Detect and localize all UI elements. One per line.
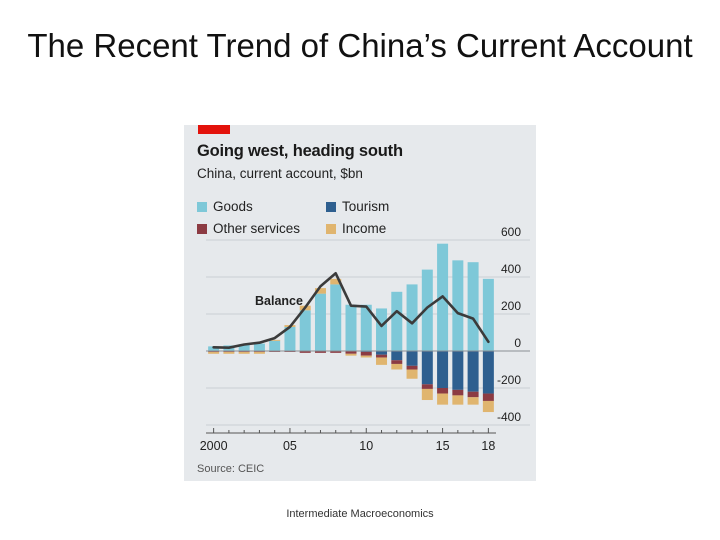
legend-tourism: Tourism bbox=[326, 199, 389, 214]
bar-income bbox=[406, 369, 418, 379]
bar-income bbox=[345, 353, 357, 356]
chart-source: Source: CEIC bbox=[197, 463, 265, 475]
bar-other-services bbox=[406, 365, 418, 370]
legend-income-swatch bbox=[326, 223, 336, 234]
bar-goods bbox=[253, 343, 265, 351]
balance-label: Balance bbox=[255, 294, 303, 308]
y-tick-label: 600 bbox=[501, 225, 521, 239]
legend-other-services-label: Other services bbox=[213, 221, 301, 236]
bar-other-services bbox=[482, 393, 494, 401]
bar-tourism bbox=[421, 351, 433, 385]
bar-income bbox=[223, 351, 235, 354]
balance-line bbox=[212, 272, 490, 349]
legend-other-services-swatch bbox=[197, 223, 207, 234]
bar-tourism bbox=[452, 351, 464, 390]
bar-other-services bbox=[330, 351, 342, 353]
y-tick-label: 200 bbox=[501, 299, 521, 313]
bar-income bbox=[452, 395, 464, 405]
bar-other-services bbox=[467, 391, 479, 398]
bar-income bbox=[482, 400, 494, 413]
chart-subtitle: China, current account, $bn bbox=[197, 166, 363, 181]
legend-goods-label: Goods bbox=[213, 199, 253, 214]
bar-goods bbox=[376, 308, 388, 351]
legend-tourism-label: Tourism bbox=[342, 199, 390, 214]
bar-other-services bbox=[299, 351, 311, 353]
x-tick-label: 18 bbox=[481, 439, 495, 453]
bar-goods bbox=[238, 344, 250, 351]
bar-income bbox=[269, 339, 281, 341]
bar-other-services bbox=[391, 360, 403, 364]
bar-other-services bbox=[437, 388, 449, 394]
legend-income: Income bbox=[326, 221, 386, 236]
y-tick-label: -200 bbox=[497, 373, 521, 387]
bar-goods bbox=[299, 310, 311, 351]
brand-tag bbox=[198, 125, 230, 134]
bar-goods bbox=[345, 304, 357, 351]
bar-goods bbox=[421, 269, 433, 351]
bar-other-services bbox=[314, 351, 326, 353]
bar-other-services bbox=[345, 351, 357, 354]
bar-tourism bbox=[391, 351, 403, 361]
bar-income bbox=[421, 388, 433, 401]
bar-income bbox=[437, 393, 449, 405]
bar-income bbox=[391, 363, 403, 370]
legend-income-label: Income bbox=[342, 221, 387, 236]
bar-goods bbox=[452, 260, 464, 351]
bar-other-services bbox=[452, 389, 464, 396]
chart-figure: Going west, heading south China, current… bbox=[184, 125, 536, 481]
bar-income bbox=[330, 278, 342, 285]
legend-goods-swatch bbox=[197, 201, 207, 212]
bar-goods bbox=[391, 291, 403, 351]
slide-title: The Recent Trend of China’s Current Acco… bbox=[27, 27, 693, 64]
bar-goods bbox=[482, 278, 494, 351]
bar-other-services bbox=[421, 384, 433, 389]
legend-tourism-swatch bbox=[326, 201, 336, 212]
bar-tourism bbox=[376, 351, 388, 355]
bar-tourism bbox=[437, 351, 449, 388]
bar-tourism bbox=[482, 351, 494, 394]
bar-tourism bbox=[406, 351, 418, 366]
bar-goods bbox=[360, 304, 372, 351]
bar-goods bbox=[330, 284, 342, 351]
legend-other-services: Other services bbox=[197, 221, 300, 236]
bar-goods bbox=[284, 326, 296, 351]
bar-income bbox=[467, 397, 479, 405]
x-tick-label: 2000 bbox=[200, 439, 228, 453]
bar-goods bbox=[467, 262, 479, 351]
bar-other-services bbox=[360, 351, 372, 356]
bar-income bbox=[376, 357, 388, 365]
y-tick-label: -400 bbox=[497, 410, 521, 424]
bar-income bbox=[253, 351, 265, 354]
bar-income bbox=[314, 288, 326, 294]
y-tick-label: 400 bbox=[501, 262, 521, 276]
bar-other-services bbox=[376, 354, 388, 358]
bar-goods bbox=[269, 340, 281, 351]
bar-goods bbox=[208, 346, 220, 351]
bar-income bbox=[238, 351, 250, 354]
slide-footer: Intermediate Macroeconomics bbox=[286, 508, 434, 520]
x-tick-label: 10 bbox=[359, 439, 373, 453]
bar-tourism bbox=[467, 351, 479, 392]
legend-goods: Goods bbox=[197, 199, 253, 214]
bar-goods bbox=[314, 293, 326, 351]
bar-income bbox=[208, 351, 220, 354]
x-tick-label: 15 bbox=[436, 439, 450, 453]
y-tick-label: 0 bbox=[514, 336, 521, 350]
bar-income bbox=[360, 355, 372, 358]
bar-goods bbox=[406, 284, 418, 351]
chart-title: Going west, heading south bbox=[197, 142, 403, 160]
x-tick-label: 05 bbox=[283, 439, 297, 453]
